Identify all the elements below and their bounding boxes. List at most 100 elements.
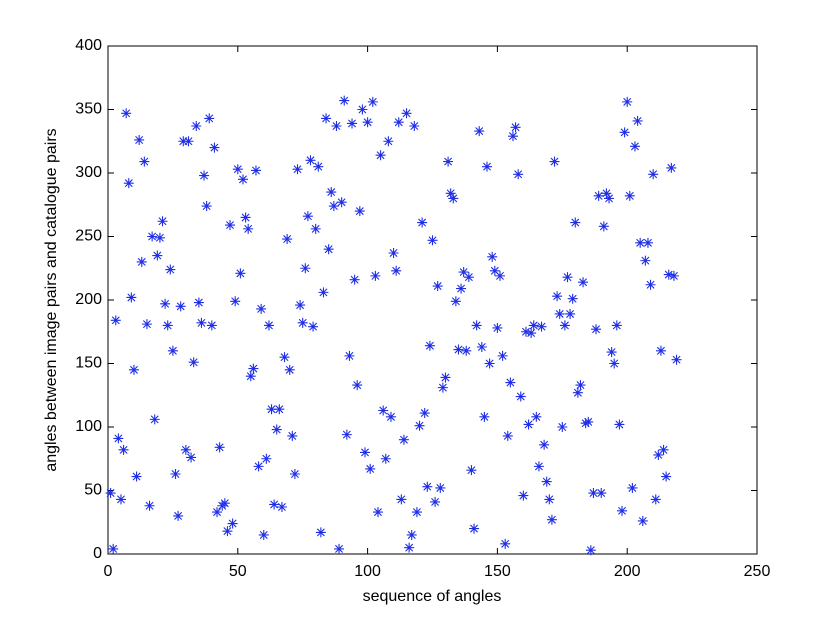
data-point <box>531 411 542 422</box>
data-point <box>295 300 306 311</box>
data-point <box>546 514 557 525</box>
data-point <box>108 543 119 554</box>
data-point <box>323 244 334 255</box>
data-point <box>565 308 576 319</box>
data-point <box>147 231 158 242</box>
data-point <box>165 264 176 275</box>
data-point <box>437 382 448 393</box>
data-point <box>136 256 147 267</box>
data-point <box>435 482 446 493</box>
data-point <box>279 352 290 363</box>
data-point <box>510 122 521 133</box>
data-point <box>206 320 217 331</box>
data-point <box>562 272 573 283</box>
data-point <box>593 190 604 201</box>
data-point <box>300 263 311 274</box>
data-point <box>336 197 347 208</box>
data-point <box>528 320 539 331</box>
data-point <box>269 499 280 510</box>
data-point <box>640 255 651 266</box>
data-point <box>357 104 368 115</box>
data-point <box>349 274 360 285</box>
data-point <box>578 277 589 288</box>
data-point <box>614 419 625 430</box>
data-point <box>193 297 204 308</box>
data-point <box>541 476 552 487</box>
data-point <box>167 345 178 356</box>
data-point <box>284 364 295 375</box>
data-point <box>404 542 415 553</box>
data-point <box>456 283 467 294</box>
data-point <box>160 298 171 309</box>
data-point <box>385 411 396 422</box>
data-point <box>570 217 581 228</box>
data-point <box>372 507 383 518</box>
data-point <box>482 161 493 172</box>
data-point <box>461 345 472 356</box>
x-tick-label: 50 <box>229 563 247 580</box>
data-point <box>518 490 529 501</box>
data-point <box>375 150 386 161</box>
data-point <box>204 113 215 124</box>
data-point <box>123 178 134 189</box>
data-point <box>178 136 189 147</box>
data-point <box>663 269 674 280</box>
data-point <box>609 358 620 369</box>
data-point <box>341 429 352 440</box>
data-point <box>469 523 480 534</box>
data-point <box>445 188 456 199</box>
data-point <box>549 156 560 167</box>
data-point <box>391 265 402 276</box>
data-point <box>536 321 547 332</box>
x-tick-label: 200 <box>614 563 641 580</box>
data-point <box>362 117 373 128</box>
data-point <box>196 317 207 328</box>
data-point <box>183 136 194 147</box>
data-point <box>544 494 555 505</box>
data-point <box>139 156 150 167</box>
data-point <box>287 430 298 441</box>
data-point <box>144 500 155 511</box>
data-point <box>471 320 482 331</box>
data-point <box>245 371 256 382</box>
data-point <box>240 212 251 223</box>
data-point <box>250 165 261 176</box>
data-point <box>414 420 425 431</box>
data-point <box>557 422 568 432</box>
y-tick-label: 250 <box>75 228 102 245</box>
data-point <box>173 510 184 521</box>
data-point <box>611 320 622 331</box>
data-point <box>388 248 399 259</box>
data-point <box>559 320 570 331</box>
data-point <box>126 292 137 303</box>
data-point <box>642 237 653 248</box>
data-point <box>591 324 602 335</box>
data-point <box>305 155 316 166</box>
data-point <box>276 502 287 513</box>
data-point <box>175 301 186 312</box>
data-point <box>367 96 378 107</box>
data-point <box>658 444 669 455</box>
data-point <box>237 174 248 185</box>
data-point <box>575 380 586 391</box>
data-point <box>422 481 433 492</box>
data-point <box>110 315 121 326</box>
data-point <box>606 347 617 358</box>
data-point <box>152 250 163 261</box>
y-tick-label: 200 <box>75 291 102 308</box>
data-point <box>440 372 451 383</box>
data-point <box>466 465 477 476</box>
data-point <box>588 488 599 499</box>
data-point <box>310 223 321 234</box>
data-point <box>604 193 615 204</box>
data-point <box>500 538 511 549</box>
data-point <box>497 350 508 361</box>
data-point <box>352 380 363 391</box>
data-point <box>515 391 526 402</box>
data-point <box>424 340 435 351</box>
data-point <box>572 387 583 398</box>
y-tick-label: 100 <box>75 418 102 435</box>
y-axis-label: angles between image pairs and catalogue… <box>43 128 60 471</box>
data-point <box>331 121 342 132</box>
data-point <box>118 444 129 455</box>
